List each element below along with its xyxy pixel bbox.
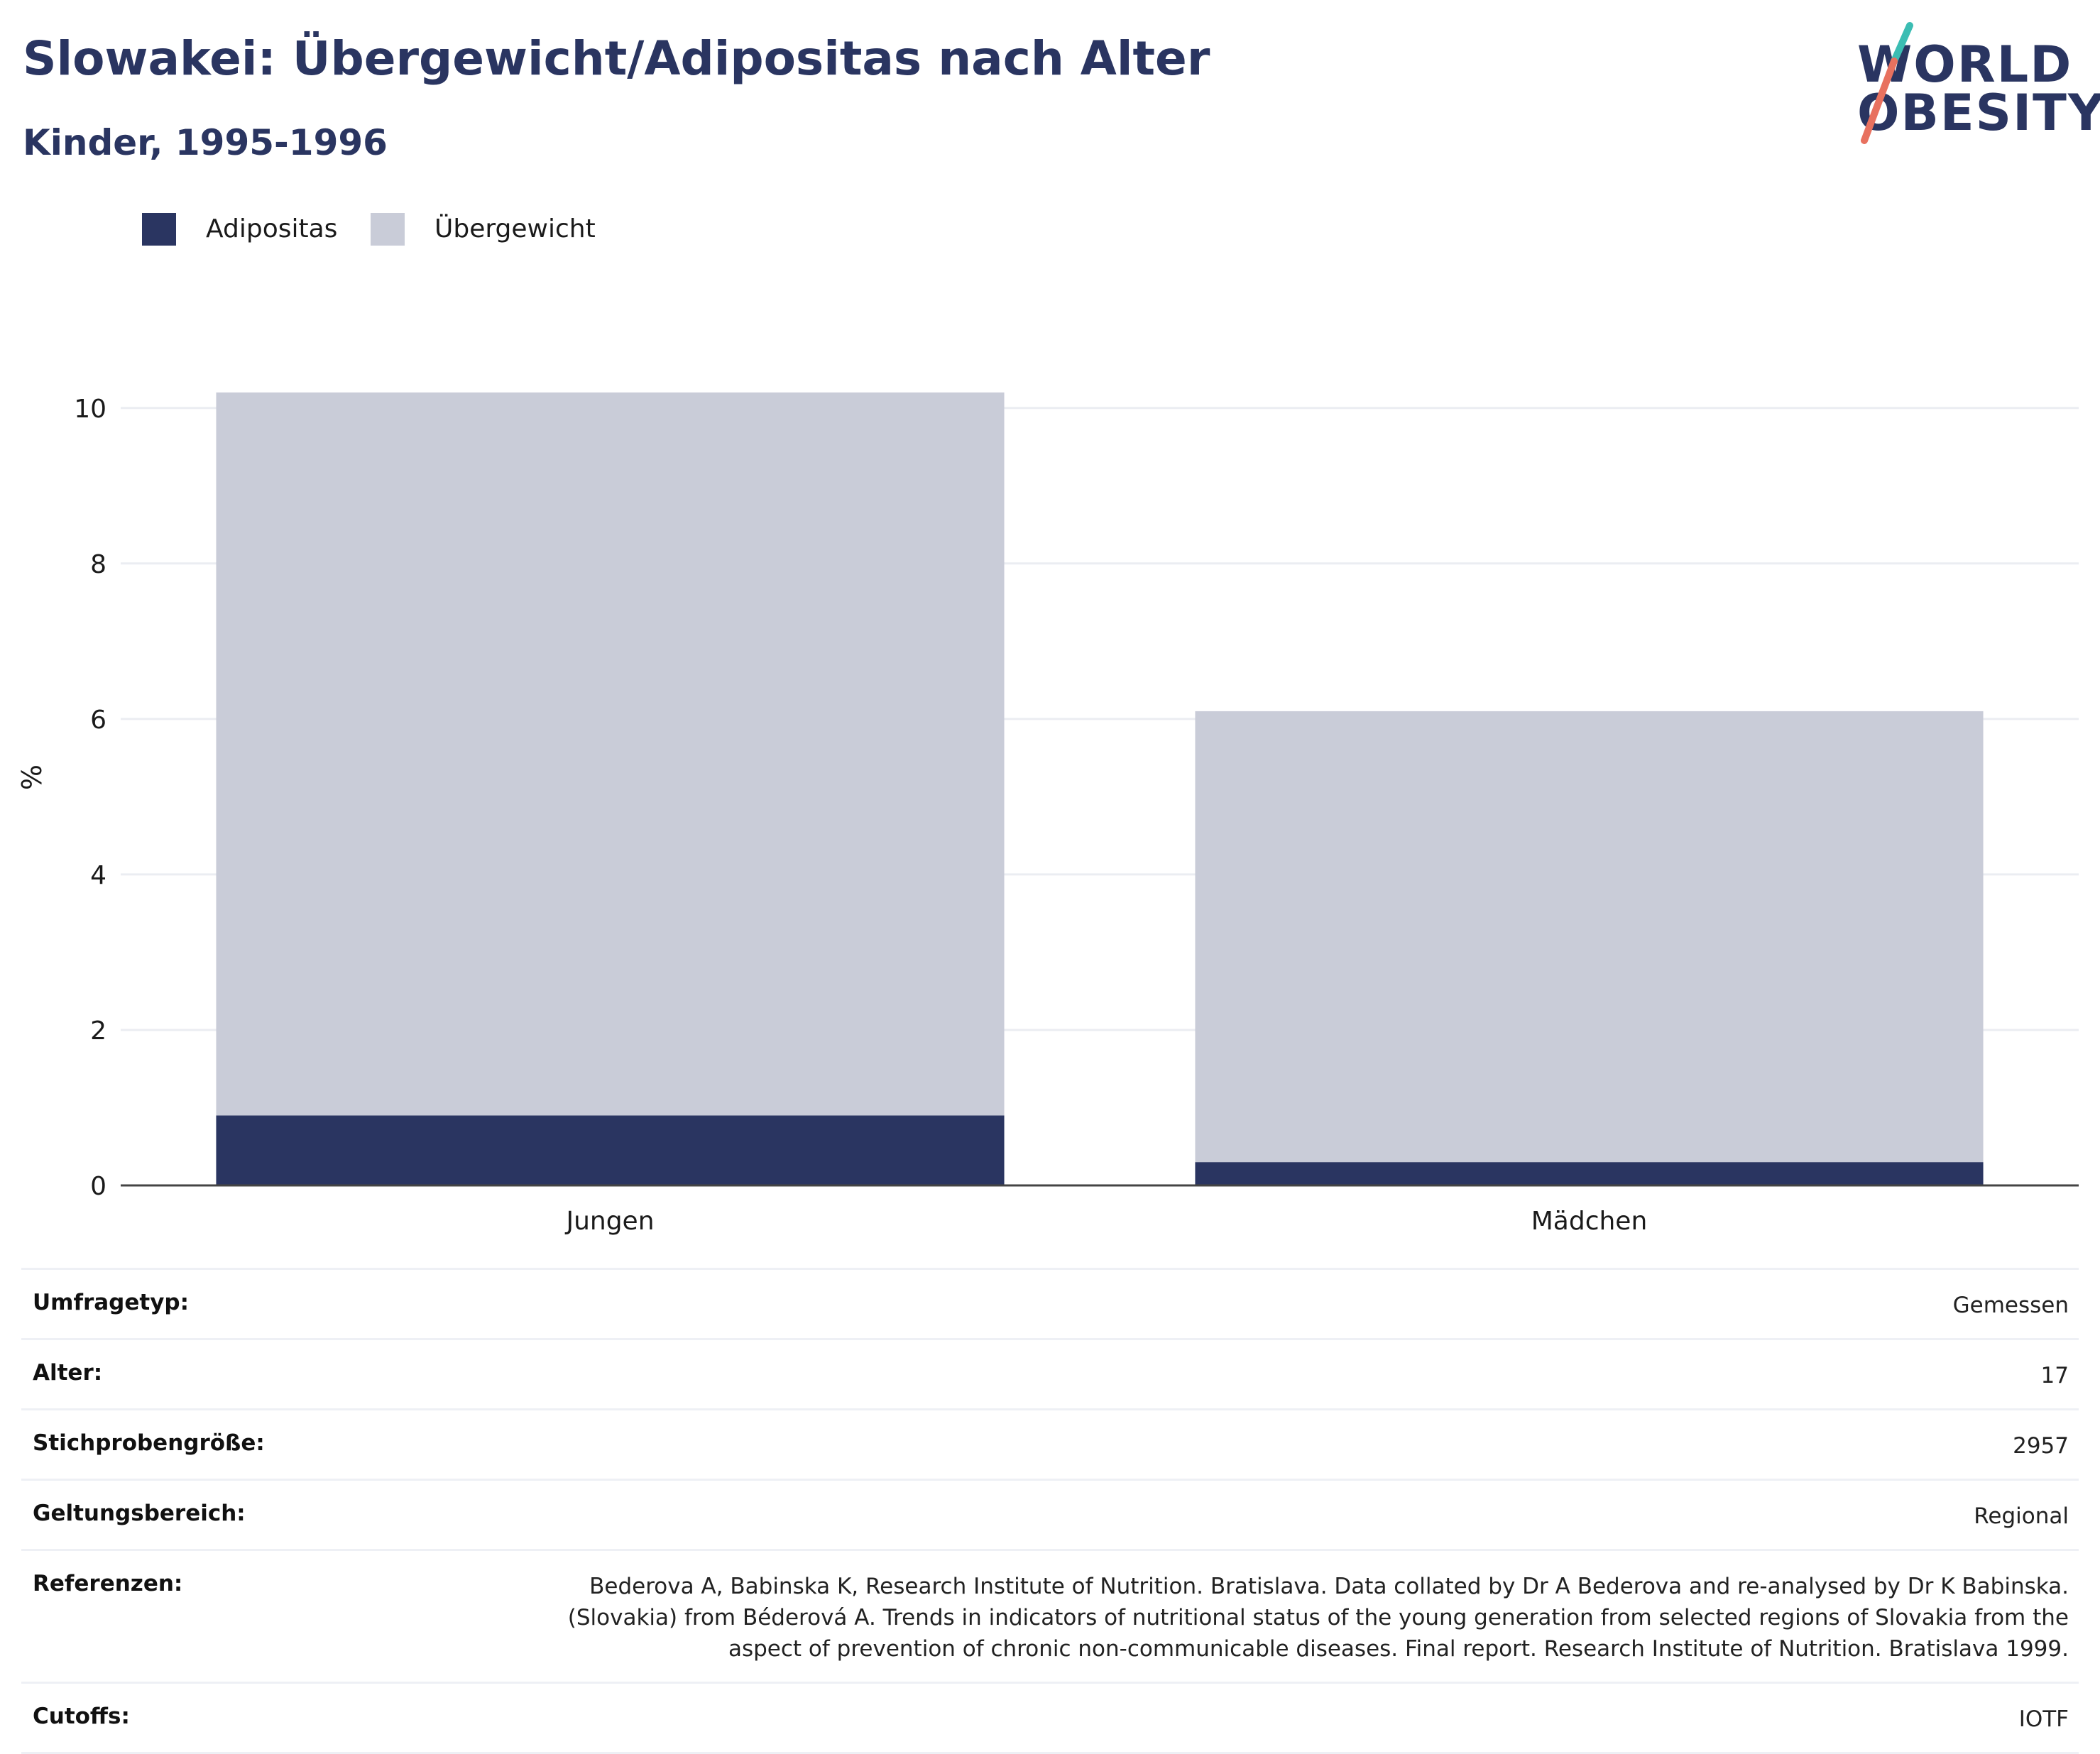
info-value: Gemessen [530, 1290, 2069, 1321]
info-value: Regional [530, 1501, 2069, 1532]
info-row-cutoffs: Cutoffs: IOTF [21, 1682, 2079, 1754]
y-tick-label: 8 [90, 550, 106, 579]
info-label: Stichprobengröße: [33, 1430, 265, 1456]
y-tick-label: 2 [90, 1016, 106, 1046]
bar-chart: 0 2 4 6 8 10 Jungen Mädchen % [0, 0, 2100, 1249]
info-label: Cutoffs: [33, 1704, 130, 1729]
info-row-geltungsbereich: Geltungsbereich: Regional [21, 1479, 2079, 1549]
y-tick-label: 10 [74, 395, 106, 424]
info-label: Referenzen: [33, 1571, 182, 1596]
survey-info-table: Umfragetyp: Gemessen Alter: 17 Stichprob… [21, 1268, 2079, 1754]
info-row-umfragetyp: Umfragetyp: Gemessen [21, 1268, 2079, 1338]
info-row-referenzen: Referenzen: Bederova A, Babinska K, Rese… [21, 1549, 2079, 1682]
info-value: 17 [530, 1360, 2069, 1391]
bar--bergewicht-m-dchen[interactable] [1195, 711, 1983, 1162]
y-tick-label: 4 [90, 861, 106, 890]
bar-adipositas-m-dchen[interactable] [1195, 1162, 1983, 1185]
info-value: 2957 [530, 1430, 2069, 1462]
info-label: Alter: [33, 1360, 102, 1386]
bar--bergewicht-jungen[interactable] [216, 393, 1004, 1116]
info-row-stichprobengroesse: Stichprobengröße: 2957 [21, 1408, 2079, 1479]
y-axis-title: % [16, 764, 48, 790]
y-tick-label: 6 [90, 706, 106, 735]
x-tick-labels: Jungen Mädchen [564, 1207, 1647, 1236]
x-tick-label: Mädchen [1531, 1207, 1648, 1236]
y-tick-label: 0 [90, 1172, 106, 1201]
info-value: IOTF [530, 1704, 2069, 1735]
info-row-alter: Alter: 17 [21, 1338, 2079, 1408]
bar-adipositas-jungen[interactable] [216, 1115, 1004, 1185]
info-label: Geltungsbereich: [33, 1501, 246, 1526]
bars [216, 393, 1983, 1185]
info-value: Bederova A, Babinska K, Research Institu… [530, 1571, 2069, 1665]
x-tick-label: Jungen [564, 1207, 654, 1236]
info-label: Umfragetyp: [33, 1290, 189, 1315]
y-tick-labels: 0 2 4 6 8 10 [74, 395, 106, 1201]
